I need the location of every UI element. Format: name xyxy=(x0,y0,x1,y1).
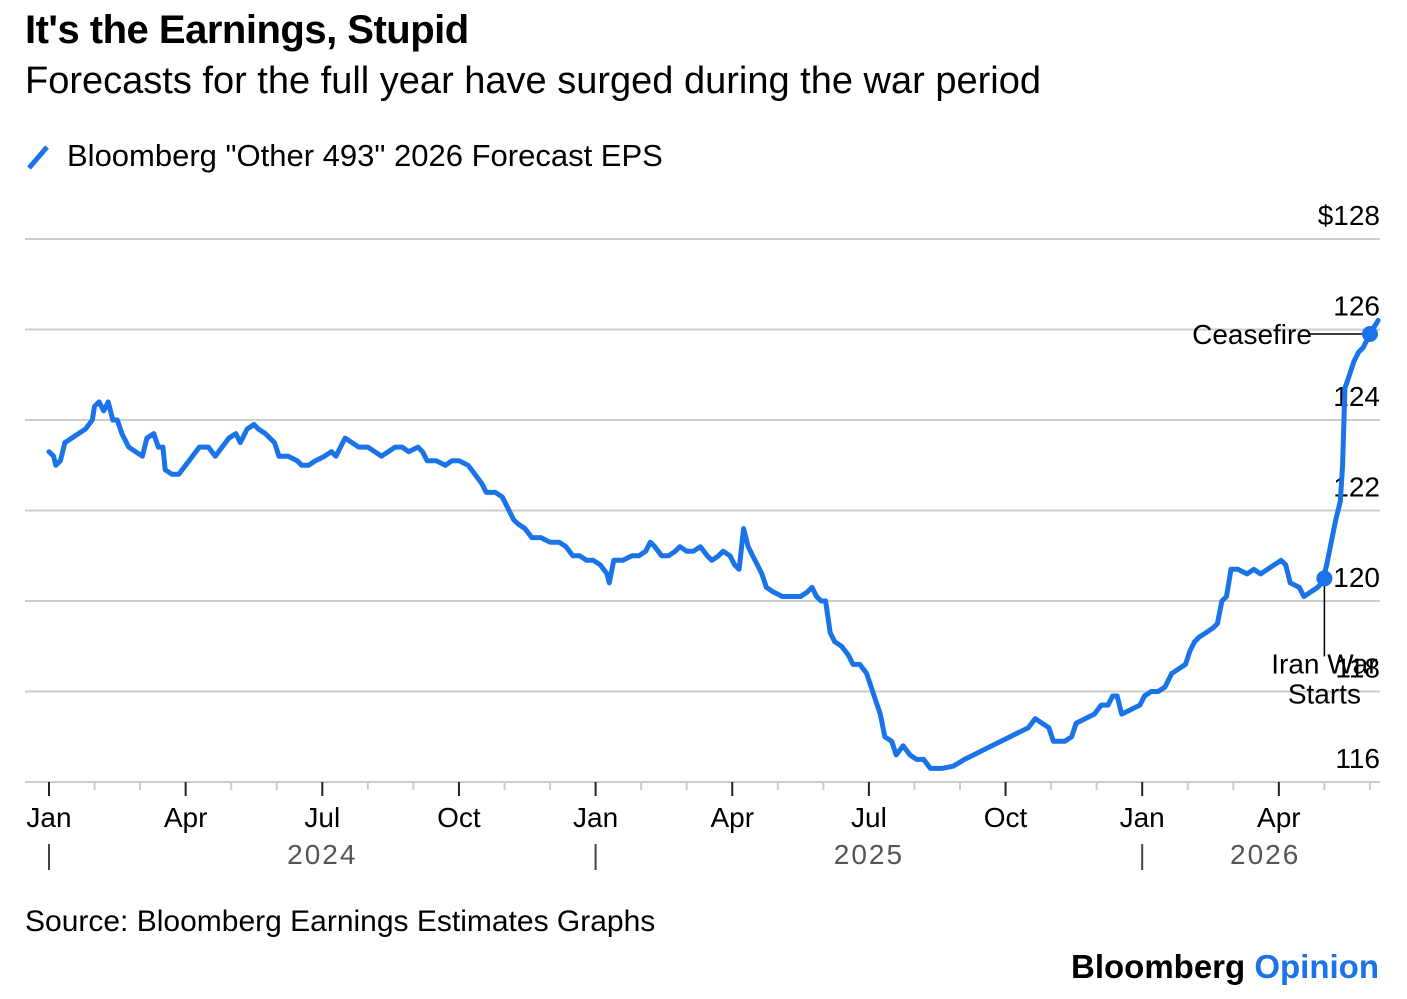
year-label: 2026 xyxy=(1230,839,1300,870)
y-tick-label: $128 xyxy=(1318,200,1380,231)
legend-label: Bloomberg "Other 493" 2026 Forecast EPS xyxy=(67,138,663,173)
brand-logo: Bloomberg Opinion xyxy=(1071,948,1379,986)
x-tick-label: Jan xyxy=(1120,802,1165,833)
x-tick-label: Apr xyxy=(164,802,208,833)
brand-accent: Opinion xyxy=(1254,948,1379,985)
x-tick-label: Oct xyxy=(984,802,1028,833)
annotation-label-iran-war: Starts xyxy=(1288,678,1361,709)
x-tick-label: Oct xyxy=(437,802,481,833)
annotation-label-ceasefire: Ceasefire xyxy=(1192,319,1312,350)
y-tick-label: 116 xyxy=(1335,743,1380,774)
x-tick-label: Jul xyxy=(304,802,340,833)
x-tick-label: Jan xyxy=(26,802,71,833)
x-tick-label: Jul xyxy=(851,802,887,833)
chart-title: It's the Earnings, Stupid xyxy=(25,8,469,52)
chart-subtitle: Forecasts for the full year have surged … xyxy=(25,60,1041,102)
y-tick-label: 120 xyxy=(1333,562,1380,593)
annotation-label-iran-war: Iran War xyxy=(1271,648,1377,679)
year-label: 2025 xyxy=(834,839,904,870)
series-line-eps xyxy=(46,317,1381,771)
annotation-dot-iran-war xyxy=(1316,570,1333,587)
y-tick-label: 118 xyxy=(1335,653,1380,684)
x-tick-label: Jan xyxy=(573,802,618,833)
y-tick-label: 126 xyxy=(1333,291,1380,322)
y-tick-label: 124 xyxy=(1333,381,1380,412)
source-note: Source: Bloomberg Earnings Estimates Gra… xyxy=(25,905,656,938)
legend-line-icon xyxy=(25,139,55,173)
x-tick-label: Apr xyxy=(1257,802,1301,833)
legend: Bloomberg "Other 493" 2026 Forecast EPS xyxy=(25,138,663,174)
annotation-dot-ceasefire xyxy=(1361,326,1378,343)
x-tick-label: Apr xyxy=(710,802,754,833)
brand-main: Bloomberg xyxy=(1071,948,1246,985)
year-label: 2024 xyxy=(287,839,357,870)
